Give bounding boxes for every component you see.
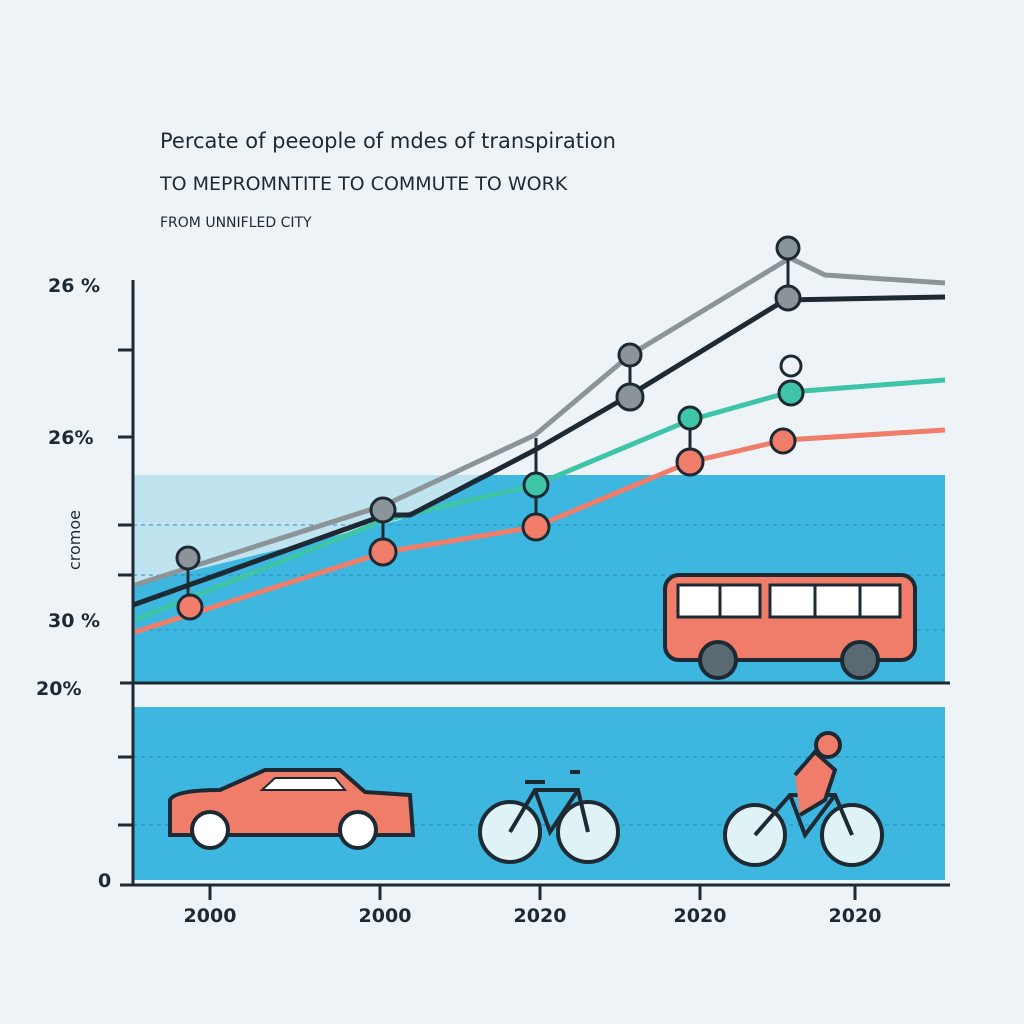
x-label: 2020 bbox=[674, 905, 727, 927]
teal-line bbox=[134, 377, 946, 623]
axes bbox=[118, 280, 950, 900]
salmon-line bbox=[134, 427, 946, 635]
car bbox=[168, 768, 416, 850]
x-label: 2000 bbox=[184, 905, 237, 927]
y-label: 20% bbox=[36, 678, 81, 700]
x-label: 2000 bbox=[359, 905, 412, 927]
bus bbox=[663, 573, 917, 680]
subtitle: FROM UNNIFLED CITY bbox=[160, 215, 312, 231]
y-label: 0 bbox=[98, 870, 111, 892]
y-label: 30 % bbox=[48, 610, 100, 632]
x-label: 2020 bbox=[514, 905, 567, 927]
markers bbox=[175, 235, 805, 621]
title-line-2: TO MEPROMNTITE TO COMMUTE TO WORK bbox=[159, 173, 568, 195]
cyclist bbox=[723, 731, 884, 867]
x-label: 2020 bbox=[829, 905, 882, 927]
y-label: 26% bbox=[48, 427, 93, 449]
title-line-1: Percate of peeople of mdes of transpirat… bbox=[160, 129, 616, 153]
bike bbox=[478, 770, 620, 864]
y-label: 26 % bbox=[48, 275, 100, 297]
side-label: cromoe bbox=[65, 510, 84, 570]
